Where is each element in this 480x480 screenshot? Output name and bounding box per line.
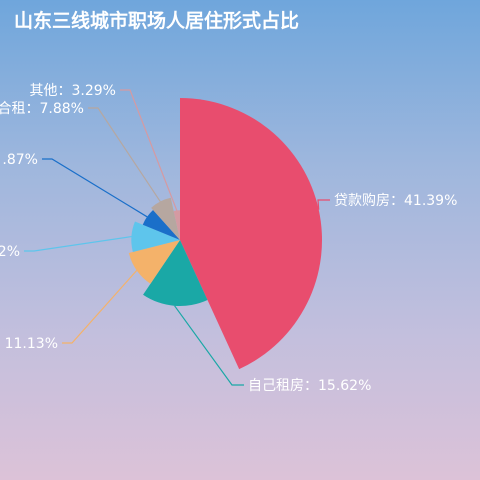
leader-line	[174, 305, 244, 386]
pie-slice	[128, 240, 180, 284]
pie-slice	[180, 98, 322, 370]
leader-line	[88, 107, 161, 202]
slice-label: 合租：7.88%	[0, 101, 84, 117]
slice-label: 其他：3.29%	[30, 83, 116, 99]
slice-label: .87%	[2, 152, 38, 168]
slice-label: 2%	[0, 244, 20, 260]
pie-slice	[151, 197, 180, 240]
leader-line	[62, 269, 138, 344]
leader-line	[317, 199, 330, 210]
chart-title: 山东三线城市职场人居住形式占比	[14, 10, 300, 32]
leader-line	[42, 158, 148, 218]
slice-label: 11.13%	[5, 336, 58, 352]
pie-slices	[128, 98, 322, 370]
leader-line	[120, 89, 178, 211]
slice-label: 贷款购房：41.39%	[334, 193, 457, 209]
slice-labels: 贷款购房：41.39% 自己租房：15.62% 11.13% 2% .87% 合租：7.8…	[0, 83, 457, 394]
pie-slice	[173, 210, 180, 240]
leader-line	[24, 235, 132, 252]
leader-lines	[24, 89, 330, 386]
pie-slice	[131, 221, 180, 252]
slice-label: 自己租房：15.62%	[248, 378, 371, 394]
pie-slice	[142, 210, 180, 240]
pie-slice	[143, 240, 208, 307]
